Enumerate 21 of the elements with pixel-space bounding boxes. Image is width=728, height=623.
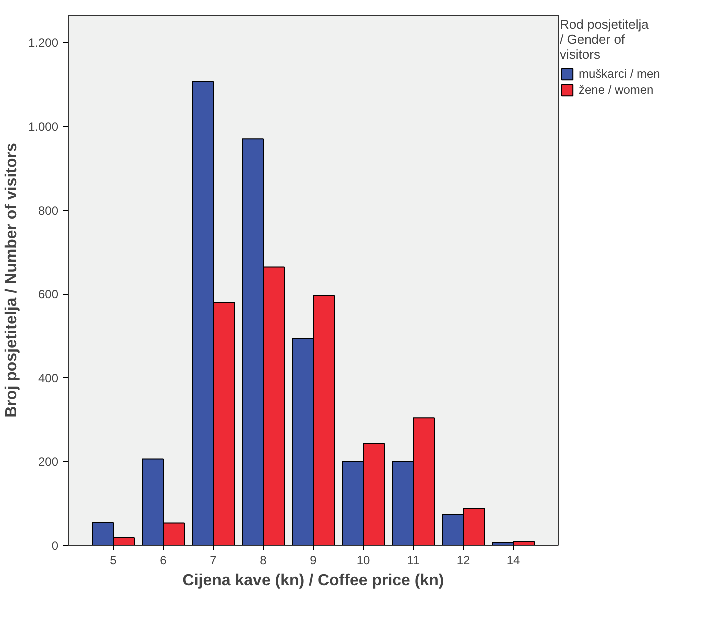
x-tick-label: 6: [160, 554, 168, 568]
y-tick-label: 0: [52, 539, 59, 553]
legend-label: muškarci / men: [579, 67, 660, 81]
x-tick-label: 8: [260, 554, 268, 568]
y-tick-label: 200: [38, 455, 59, 470]
x-tick-label: 12: [456, 554, 470, 568]
x-tick-label: 10: [356, 554, 370, 568]
legend-label: žene / women: [579, 83, 654, 97]
x-tick-label: 5: [110, 554, 118, 568]
legend-title: Rod posjetitelja / Gender of visitors: [560, 17, 650, 62]
x-tick-label: 9: [310, 554, 318, 568]
x-tick-label: 14: [506, 554, 520, 568]
x-axis-title: Cijena kave (kn) / Coffee price (kn): [182, 572, 444, 590]
y-tick-label: 600: [38, 288, 59, 302]
y-tick-label: 1.000: [28, 120, 59, 134]
y-tick-label: 800: [38, 204, 59, 218]
y-tick-label: 1.200: [28, 36, 59, 50]
x-tick-label: 7: [210, 554, 218, 568]
x-tick-label: 11: [407, 554, 420, 568]
y-tick-label: 400: [38, 371, 59, 386]
y-axis-title: Broj posjetitelja / Number of visitors: [3, 143, 20, 418]
